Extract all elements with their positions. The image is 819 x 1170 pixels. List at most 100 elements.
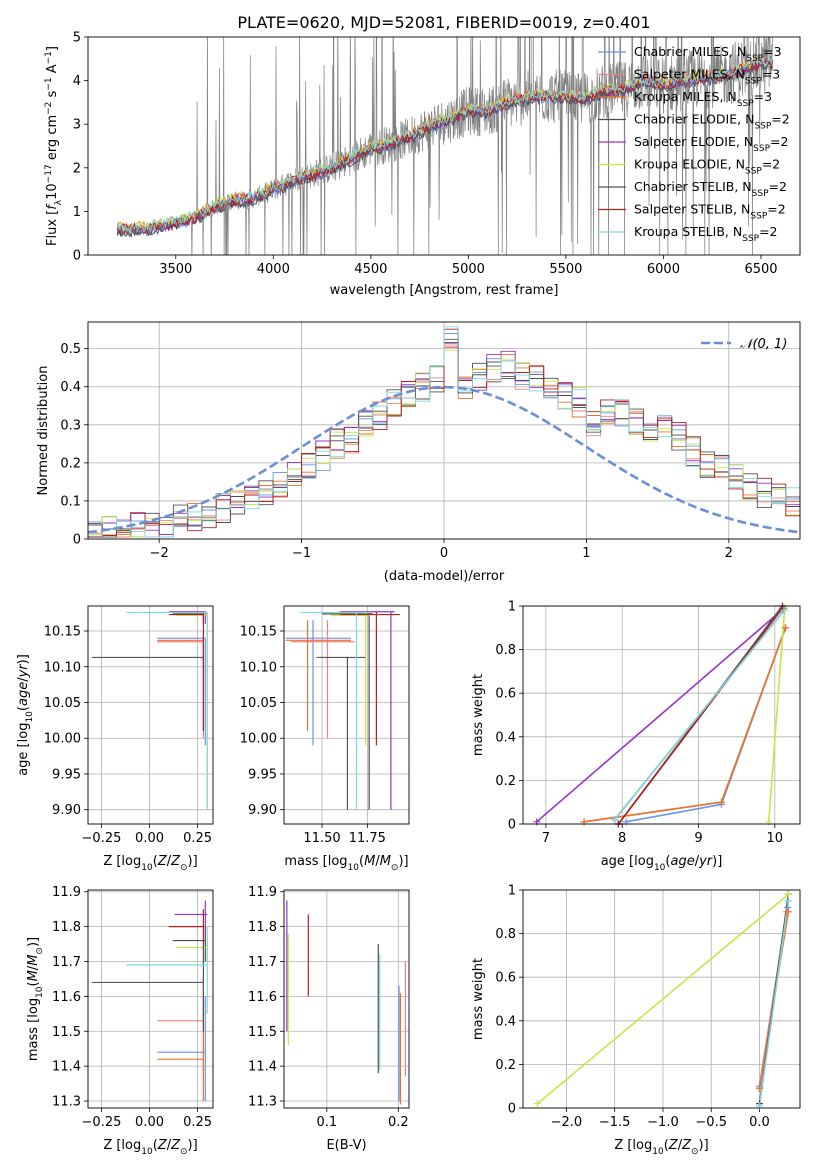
- legend-label: Salpeter STELIB, NSSP=2: [634, 202, 786, 222]
- age-vs-mass-xlabel: mass [log10(M/M⊙)]: [284, 854, 408, 873]
- y-tick-label: 10.15: [240, 625, 277, 640]
- y-tick-label: 0: [508, 1102, 516, 1117]
- weight-vs-Z-axes: −2.0 −1.5 −1.0 −0.5 0.0 0 0.2 0.4 0.6 0.8 1 Z [log1…: [471, 884, 801, 1157]
- y-tick-label: 10.05: [240, 696, 277, 711]
- weight-vs-age-xlabel: age [log10(age/yr)]: [601, 854, 723, 873]
- y-tick-label: 0.4: [495, 730, 516, 745]
- weight-vs-Z-ylabel: mass weight: [471, 958, 486, 1040]
- legend-label: Salpeter ELODIE, NSSP=2: [634, 134, 788, 154]
- weight-marker: [611, 816, 619, 824]
- weight-marker: [782, 624, 790, 632]
- legend-label: Chabrier ELODIE, NSSP=2: [634, 112, 790, 132]
- x-tick-label: 4000: [257, 262, 290, 277]
- spectrum-frame: [87, 36, 801, 256]
- weight-vs-Z-frame: [522, 889, 801, 1109]
- spectrum-axes: 3500 4000 4500 5000 5500 6000 6500 0 1 2 3 4 5 wavele…: [44, 31, 801, 298]
- y-tick-label: 0.4: [495, 1014, 516, 1029]
- weight-marker: [784, 908, 792, 916]
- legend-label: Kroupa STELIB, NSSP=2: [634, 224, 778, 244]
- weight-marker: [717, 798, 725, 806]
- x-tick-label: 6000: [647, 262, 680, 277]
- mass-vs-Z-ylabel: mass [log10(M/M⊙)]: [26, 937, 45, 1061]
- x-tick-label: 11.50: [303, 831, 340, 846]
- y-tick-label: 10.10: [44, 660, 81, 675]
- age-vs-Z-ylabel: age [log10(age/yr)]: [16, 654, 35, 776]
- x-tick-label: 0.25: [183, 1115, 212, 1130]
- legend-label: Chabrier STELIB, NSSP=2: [634, 179, 787, 199]
- spectrum-model-kroupa-stelib: [116, 57, 774, 234]
- weight-line-salpeter-elodie: [536, 607, 785, 823]
- y-tick-label: 5: [73, 31, 81, 46]
- figure-title: PLATE=0620, MJD=52081, FIBERID=0019, z=0…: [237, 13, 650, 32]
- x-tick-label: 7: [542, 831, 550, 846]
- weight-vs-age-axes: 7 8 9 10 0 0.2 0.4 0.6 0.8 1 age [log10(age/yr)] ma…: [471, 600, 801, 873]
- y-tick-label: 0: [73, 533, 81, 548]
- mass-vs-Z-frame: [87, 889, 214, 1109]
- mass-vs-ebv-axes: 0.1 0.2 11.3 11.4 11.5 11.6 11.7 11.8 11.9 E(B-V): [248, 885, 410, 1153]
- legend-label: Kroupa ELODIE, NSSP=2: [634, 157, 780, 177]
- age-vs-Z-frame: [87, 605, 214, 825]
- x-tick-label: −0.5: [695, 1115, 727, 1130]
- residuals-ylabel: Normed distribution: [36, 366, 51, 496]
- age-vs-mass-axes: 11.50 11.75 9.90 9.95 10.00 10.05 10.10 10.15 ma…: [240, 605, 410, 873]
- x-tick-label: −2.0: [551, 1115, 583, 1130]
- age-vs-Z-axes: −0.25 0.00 0.25 9.90 9.95 10.00 10.05 10.10 10.1…: [16, 605, 214, 873]
- y-tick-label: 9.90: [248, 803, 277, 818]
- y-tick-label: 11.9: [248, 885, 277, 900]
- y-tick-label: 0.5: [60, 342, 81, 357]
- y-tick-label: 11.7: [52, 955, 81, 970]
- weight-line-kroupa-elodie: [536, 893, 789, 1105]
- y-tick-label: 9.90: [52, 803, 81, 818]
- x-tick-label: 0.0: [749, 1115, 770, 1130]
- y-tick-label: 11.9: [52, 885, 81, 900]
- y-tick-label: 4: [73, 74, 81, 89]
- y-tick-label: 11.3: [248, 1095, 277, 1110]
- mass-vs-Z-xlabel: Z [log10(Z/Z⊙)]: [103, 1138, 197, 1157]
- residuals-xlabel: (data-model)/error: [384, 569, 505, 584]
- residuals-legend: 𝒩(0, 1): [701, 337, 787, 352]
- y-tick-label: 11.3: [52, 1095, 81, 1110]
- y-tick-label: 0.2: [495, 774, 516, 789]
- mass-vs-Z-axes: −0.25 0.00 0.25 11.3 11.4 11.5 11.6 11.7 11.8 11.…: [26, 885, 214, 1157]
- y-tick-label: 11.8: [248, 920, 277, 935]
- x-tick-label: 0.25: [183, 831, 212, 846]
- hist-kroupa-stelib: [88, 326, 800, 538]
- x-tick-label: 0.2: [388, 1115, 409, 1130]
- weight-line-salpeter-stelib: [617, 607, 784, 824]
- weight-vs-age-ylabel: mass weight: [471, 674, 486, 756]
- weight-line-kroupa-stelib: [613, 609, 785, 821]
- mass-vs-ebv-xlabel: E(B-V): [326, 1138, 366, 1153]
- weight-marker: [755, 1084, 763, 1092]
- y-tick-label: 0.2: [60, 456, 81, 471]
- x-tick-label: −0.25: [82, 1115, 122, 1130]
- x-tick-label: 0.00: [135, 1115, 164, 1130]
- x-tick-label: 5500: [549, 262, 582, 277]
- x-tick-label: 11.75: [349, 831, 386, 846]
- spectrum-model-salpeter-elodie: [116, 58, 774, 236]
- y-tick-label: 0.2: [495, 1058, 516, 1073]
- weight-line-kroupa-elodie: [767, 608, 786, 822]
- y-tick-label: 0.1: [60, 494, 81, 509]
- y-tick-label: 10.10: [240, 660, 277, 675]
- y-tick-label: 11.5: [52, 1025, 81, 1040]
- spectrum-ylabel: Flux [fλ10−17 erg cm−2 s−1 A−1]: [44, 46, 64, 246]
- weight-vs-age-frame: [522, 605, 801, 825]
- spectrum-xlabel: wavelength [Angstrom, rest frame]: [330, 283, 559, 298]
- y-tick-label: 1: [508, 600, 516, 615]
- x-tick-label: 9: [694, 831, 702, 846]
- y-tick-label: 0: [73, 249, 81, 264]
- legend-label: 𝒩(0, 1): [740, 337, 787, 352]
- y-tick-label: 10.15: [44, 625, 81, 640]
- y-tick-label: 1: [508, 884, 516, 899]
- x-tick-label: 0.1: [317, 1115, 338, 1130]
- y-tick-label: 10.05: [44, 696, 81, 711]
- x-tick-label: 2: [725, 546, 733, 561]
- x-tick-label: −0.25: [82, 831, 122, 846]
- y-tick-label: 11.8: [52, 920, 81, 935]
- x-tick-label: 6500: [744, 262, 777, 277]
- x-tick-label: −1.5: [599, 1115, 631, 1130]
- legend-label: Kroupa MILES, NSSP=3: [634, 89, 772, 109]
- x-tick-label: −1.0: [647, 1115, 679, 1130]
- age-vs-Z-xlabel: Z [log10(Z/Z⊙)]: [103, 854, 197, 873]
- y-tick-label: 11.6: [52, 990, 81, 1005]
